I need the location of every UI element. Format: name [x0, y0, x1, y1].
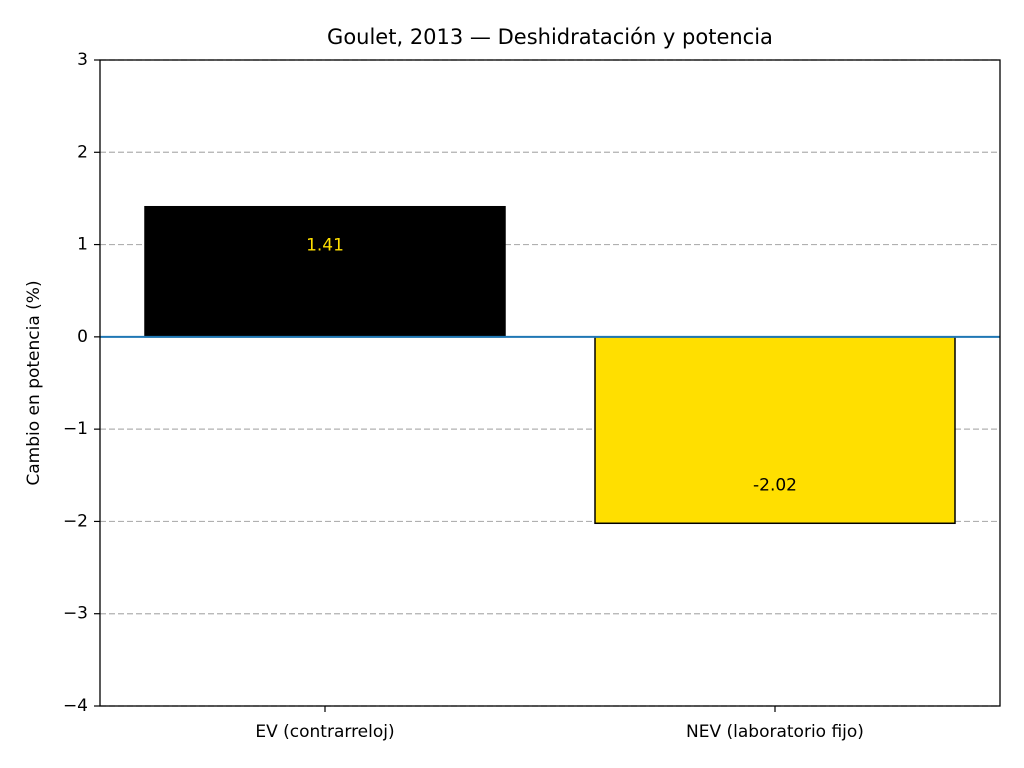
y-tick-label: −3 — [63, 604, 88, 624]
value-label: -2.02 — [753, 475, 797, 495]
y-tick-label: −1 — [63, 419, 88, 439]
y-tick-label: 0 — [77, 327, 88, 347]
bar — [144, 205, 506, 338]
plot-frame — [99, 59, 1001, 707]
y-tick-label: 2 — [77, 142, 88, 162]
y-axis-label: Cambio en potencia (%) — [24, 280, 44, 485]
y-tick-label: −2 — [63, 511, 88, 531]
y-tick-label: 1 — [77, 235, 88, 255]
y-tick-label: −4 — [63, 696, 88, 716]
x-tick-label: EV (contrarreloj) — [255, 722, 394, 742]
x-tick-label: NEV (laboratorio fijo) — [686, 722, 864, 742]
chart-title: Goulet, 2013 — Deshidratación y potencia — [327, 25, 773, 49]
y-tick-label: 3 — [77, 50, 88, 70]
value-label: 1.41 — [306, 236, 344, 256]
bar — [594, 336, 956, 525]
